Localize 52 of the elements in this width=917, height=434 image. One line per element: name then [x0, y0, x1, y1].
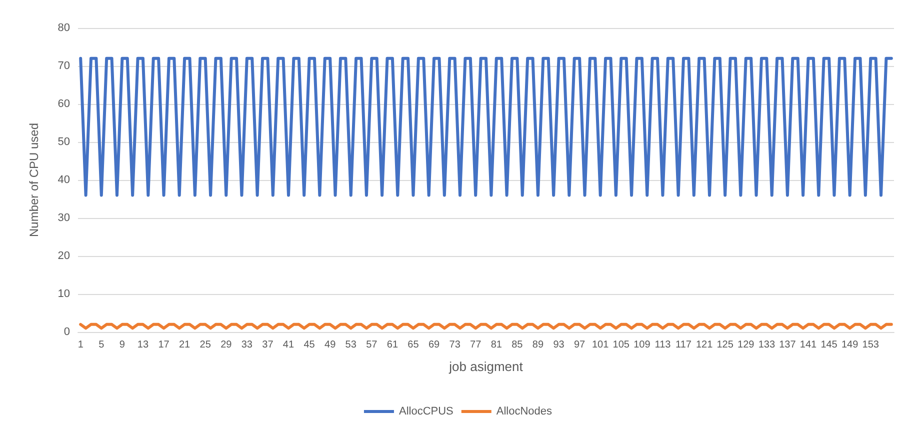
- x-tick-label: 113: [654, 340, 672, 350]
- x-tick-label: 125: [716, 340, 734, 350]
- x-tick-label: 89: [532, 340, 544, 350]
- x-tick-label: 117: [676, 340, 692, 350]
- x-tick-label: 41: [282, 340, 294, 350]
- x-tick-label: 81: [490, 340, 502, 350]
- x-tick-label: 1: [78, 340, 84, 350]
- x-tick-label: 145: [820, 340, 838, 350]
- x-tick-label: 97: [574, 340, 586, 350]
- y-tick-label: 50: [58, 136, 70, 148]
- legend-label: AllocNodes: [496, 406, 553, 418]
- x-tick-label: 121: [696, 340, 714, 350]
- legend-label: AllocCPUS: [398, 406, 454, 418]
- x-tick-label: 149: [841, 340, 859, 350]
- x-tick-label: 129: [738, 340, 755, 350]
- x-tick-label: 61: [386, 340, 398, 350]
- x-tick-label: 133: [758, 340, 776, 350]
- y-tick-label: 80: [58, 22, 70, 34]
- x-tick-label: 49: [324, 340, 336, 350]
- x-tick-label: 153: [862, 340, 880, 350]
- x-tick-label: 57: [366, 340, 378, 350]
- y-tick-label: 40: [58, 174, 70, 186]
- x-tick-label: 137: [779, 340, 796, 350]
- x-tick-label: 141: [800, 340, 818, 350]
- x-tick-label: 25: [200, 340, 212, 350]
- y-tick-label: 0: [64, 326, 70, 338]
- x-tick-label: 85: [512, 340, 524, 350]
- x-tick-label: 37: [262, 340, 274, 350]
- x-tick-label: 109: [634, 340, 651, 350]
- y-tick-label: 10: [58, 288, 70, 300]
- x-tick-label: 21: [178, 340, 191, 350]
- x-tick-label: 65: [408, 340, 420, 350]
- x-tick-label: 105: [612, 340, 630, 350]
- x-tick-label: 77: [470, 340, 482, 350]
- x-tick-label: 33: [241, 340, 253, 350]
- x-tick-label: 45: [304, 340, 316, 350]
- x-tick-label: 29: [220, 340, 232, 350]
- y-tick-label: 30: [58, 212, 70, 224]
- y-tick-label: 20: [58, 250, 70, 262]
- x-tick-label: 73: [449, 340, 461, 350]
- x-tick-label: 93: [553, 340, 565, 350]
- x-tick-label: 17: [158, 340, 170, 350]
- x-tick-label: 69: [428, 340, 440, 350]
- x-tick-label: 53: [345, 340, 357, 350]
- y-axis-title: Number of CPU used: [27, 122, 41, 238]
- y-tick-label: 60: [58, 98, 70, 110]
- x-axis-title: job asigment: [448, 359, 524, 374]
- x-tick-label: 5: [98, 340, 105, 350]
- x-tick-label: 13: [137, 340, 149, 350]
- x-tick-label: 101: [592, 340, 610, 350]
- y-tick-label: 70: [58, 60, 70, 72]
- x-tick-label: 9: [119, 340, 126, 350]
